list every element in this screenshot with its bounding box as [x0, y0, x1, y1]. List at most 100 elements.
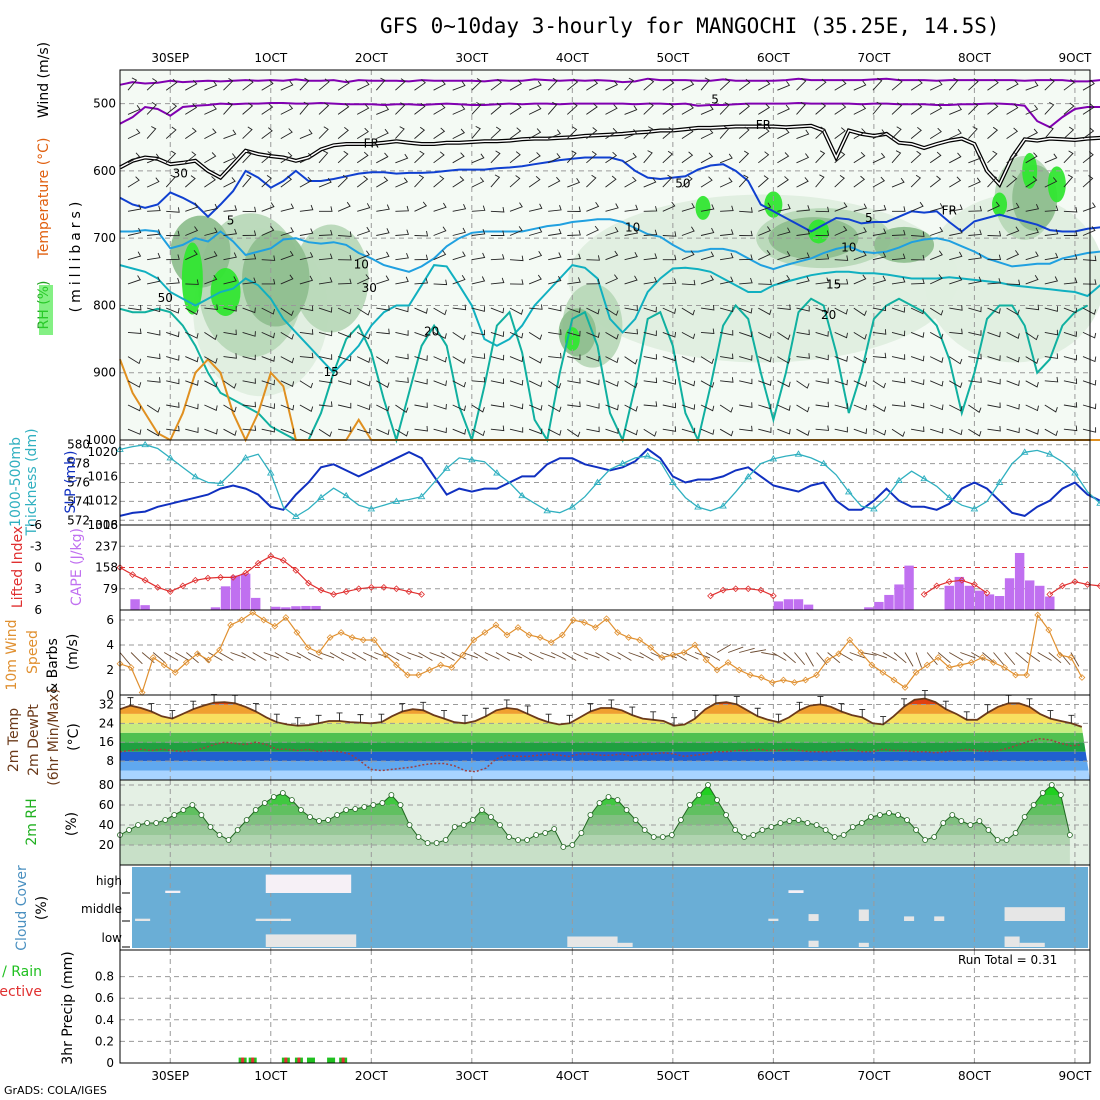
- wind-barb: [796, 428, 810, 436]
- wind-barb: [891, 150, 902, 164]
- wind-barb: [185, 331, 199, 339]
- thickness-marker-78: [1096, 499, 1100, 506]
- cape-tick-3: 79: [103, 582, 118, 596]
- wind-barb: [949, 356, 963, 365]
- wind-barb: [853, 332, 867, 340]
- wind-barb: [509, 331, 524, 339]
- wind-barb: [891, 428, 906, 437]
- wind-barb: [968, 404, 982, 413]
- thickness-tick-1: 574: [67, 494, 90, 508]
- cloud_low-block-4: [858, 942, 869, 947]
- chart-title: GFS 0~10day 3-hourly for MANGOCHI (35.25…: [380, 14, 1000, 38]
- rh2m-marker-95: [976, 818, 983, 824]
- wind-barb: [586, 103, 598, 115]
- wind10m-barb: [1059, 652, 1071, 666]
- wind-barb: [872, 129, 886, 140]
- temp-band-0: [120, 770, 1090, 780]
- wind-barb: [509, 307, 524, 315]
- wind-barb: [834, 403, 848, 409]
- cape-bar-75: [884, 594, 894, 610]
- wind10m-barb: [329, 652, 345, 661]
- wind-barb: [375, 77, 386, 91]
- wind-barb: [547, 101, 558, 115]
- wind-barb: [204, 332, 218, 341]
- panel-10m-wind: 0 2 4 6 10m Wind Speed & Barbs (m/s): [4, 609, 1091, 702]
- wind-barb: [758, 127, 770, 139]
- wind-barb: [681, 80, 695, 91]
- wind-barb: [471, 276, 486, 285]
- li-marker: [732, 585, 740, 593]
- rh2m-marker-53: [596, 800, 603, 806]
- wind-barb: [586, 355, 600, 362]
- wind-barb: [471, 177, 485, 188]
- wind-barb: [471, 306, 485, 312]
- contour-label-3: FR: [942, 204, 957, 218]
- wind10m-barb: [573, 652, 589, 660]
- wind-barb: [1044, 353, 1059, 359]
- wind10m-barb: [1037, 652, 1052, 661]
- wind-barb: [758, 103, 771, 115]
- wind10m-barb: [1004, 652, 1016, 666]
- wind10m-barb: [385, 652, 400, 661]
- wind10m-barb: [307, 652, 323, 660]
- wind-barb: [280, 307, 294, 317]
- wind-barb: [777, 176, 789, 188]
- wind-barb: [395, 177, 408, 188]
- wind-barb: [834, 225, 848, 236]
- wind-barb: [127, 227, 142, 236]
- wind-barb: [586, 331, 600, 339]
- wind-barb: [720, 353, 734, 360]
- li-marker: [254, 559, 262, 567]
- thickness-marker-60: [870, 505, 878, 512]
- wind-barb: [662, 231, 677, 237]
- wind-barb: [299, 129, 313, 140]
- rh-tick-2: 60: [99, 798, 114, 812]
- wind10m-barb: [318, 652, 335, 659]
- wind-barb: [987, 254, 1002, 261]
- rh2m-marker-50: [569, 842, 576, 848]
- wind-barb: [452, 81, 466, 91]
- wind-barb: [777, 128, 790, 139]
- wind-barb: [910, 307, 925, 315]
- wind-barb: [739, 355, 753, 361]
- wind10m-barb: [219, 652, 234, 661]
- upper-ytick-5: 1000: [85, 433, 116, 447]
- li-tick-2: 0: [34, 561, 42, 575]
- wind-barb: [185, 250, 198, 261]
- wind10m-barb: [628, 652, 644, 659]
- rh2m-marker-65: [705, 782, 711, 788]
- wind-barb: [299, 204, 314, 212]
- wind-barb: [280, 356, 295, 364]
- wind-barb: [968, 428, 982, 437]
- thickness-marker-46: [694, 503, 702, 510]
- wind-speed-marker: [149, 654, 157, 661]
- wind-barb: [166, 207, 180, 213]
- wind10m-barb: [418, 652, 433, 661]
- rh2m-marker-13: [234, 827, 241, 833]
- wind-barb: [337, 355, 352, 362]
- wind-barb: [471, 205, 486, 212]
- wind-barb: [586, 202, 600, 212]
- wind-barb: [356, 332, 371, 340]
- wind10m-barb: [805, 652, 814, 667]
- rh2m-marker-72: [768, 824, 775, 830]
- thickness-marker-68: [970, 505, 979, 512]
- wind-barb: [853, 227, 867, 236]
- wind-barb: [547, 428, 562, 436]
- rh2m-marker-84: [877, 812, 883, 818]
- wind-barb: [968, 205, 982, 212]
- wind-barb: [929, 104, 943, 115]
- wind-barb: [662, 103, 674, 115]
- wind-barb: [261, 255, 276, 261]
- wind-barb: [949, 204, 963, 212]
- wind-barb: [758, 331, 772, 339]
- wind-barb: [185, 175, 196, 188]
- wind-barb: [987, 201, 1001, 212]
- wind-barb: [261, 331, 275, 339]
- cloud_mid-block-7: [1004, 907, 1065, 921]
- cape-bar-66: [793, 599, 804, 610]
- wind-barb: [318, 401, 333, 407]
- wind10m-barb: [1048, 652, 1062, 664]
- temp-whisker: [733, 695, 740, 705]
- wind-barb: [929, 127, 942, 139]
